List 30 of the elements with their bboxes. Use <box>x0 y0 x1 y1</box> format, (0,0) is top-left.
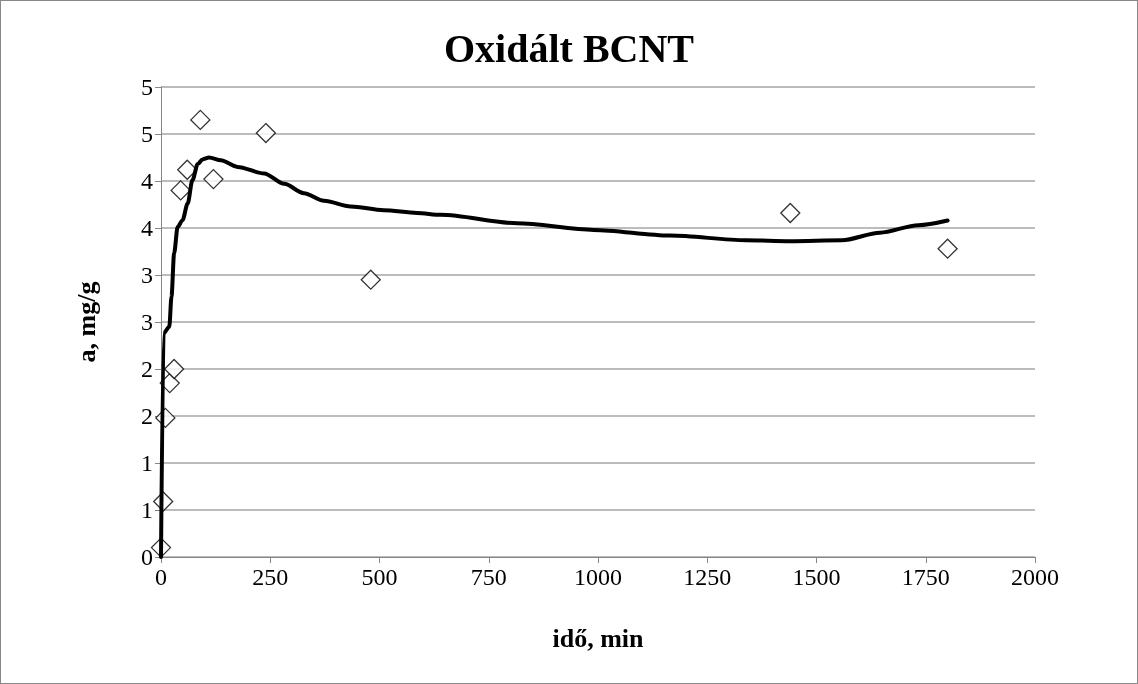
y-tick-label: 4 <box>141 168 153 194</box>
y-tick-label: 1 <box>141 497 153 523</box>
y-tick-label: 5 <box>141 121 153 147</box>
point <box>170 180 191 201</box>
y-tick-label: 2 <box>141 356 153 382</box>
point <box>360 269 381 290</box>
y-axis-title: a, mg/g <box>71 281 101 363</box>
point <box>203 168 224 190</box>
chart-title: Oxidált BCNT <box>443 25 695 71</box>
point <box>190 109 211 131</box>
point <box>780 202 801 224</box>
point <box>937 238 958 259</box>
point <box>255 122 277 144</box>
x-tick-label: 500 <box>361 564 398 590</box>
x-tick-label: 2000 <box>1011 564 1059 590</box>
y-tick-label: 3 <box>141 262 153 288</box>
x-tick-label: 1500 <box>792 564 841 590</box>
y-tick-label: 0 <box>141 544 153 570</box>
x-tick-label: 1250 <box>683 564 732 590</box>
y-tick-label: 5 <box>141 74 153 100</box>
x-tick-label: 750 <box>470 564 507 590</box>
x-axis-title: idő, min <box>552 623 645 653</box>
y-tick-label: 4 <box>141 215 153 241</box>
x-tick-label: 250 <box>252 564 289 590</box>
x-tick-label: 1000 <box>574 564 622 590</box>
x-tick-label: 1750 <box>901 564 950 590</box>
point <box>163 358 185 380</box>
y-tick-label: 1 <box>141 450 153 476</box>
y-tick-label: 3 <box>141 309 153 335</box>
y-tick-label: 2 <box>141 403 153 429</box>
